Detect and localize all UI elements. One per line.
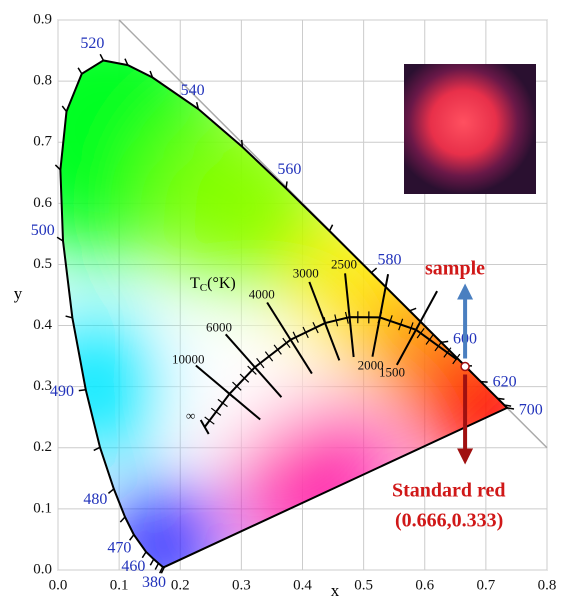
- wavelength-label: 700: [519, 402, 543, 419]
- planck-title: TC(°K): [190, 275, 236, 294]
- wavelength-label: 380: [142, 574, 166, 591]
- locus-tick: [79, 390, 86, 391]
- x-tick-label: 0.5: [354, 577, 373, 593]
- annotation: (0.666,0.333): [395, 510, 503, 532]
- sample-label: sample: [425, 258, 485, 280]
- wavelength-label: 540: [181, 82, 205, 99]
- x-tick-label: 0.1: [110, 577, 129, 593]
- isotherm-label: 4000: [249, 287, 275, 302]
- y-tick-label: 0.9: [33, 11, 52, 27]
- isotherm-label: 6000: [206, 319, 232, 334]
- wavelength-label: 460: [121, 558, 145, 575]
- y-tick-label: 0.6: [33, 195, 52, 211]
- isotherm-label: 10000: [172, 351, 205, 366]
- isotherm-label: 2500: [331, 256, 357, 271]
- x-tick-label: 0.7: [477, 577, 496, 593]
- x-tick-label: 0.2: [171, 577, 190, 593]
- x-tick-label: 0.3: [232, 577, 251, 593]
- sample-photo: [404, 64, 536, 194]
- wavelength-label: 620: [493, 374, 517, 391]
- x-tick-label: 0.0: [49, 577, 68, 593]
- y-tick-label: 0.8: [33, 73, 52, 89]
- wavelength-label: 470: [107, 540, 131, 557]
- x-tick-label: 0.6: [415, 577, 434, 593]
- wavelength-label: 580: [378, 252, 402, 269]
- y-tick-label: 0.1: [33, 500, 52, 516]
- locus-tick: [242, 140, 243, 147]
- page: {"chart_data": {"type": "chromaticity", …: [0, 0, 567, 601]
- y-tick-label: 0.4: [33, 317, 52, 333]
- x-axis-label: x: [331, 581, 340, 600]
- chart: 0.00.10.20.30.40.50.60.70.80.00.10.20.30…: [0, 0, 567, 601]
- wavelength-label: 500: [31, 222, 55, 239]
- wavelength-label: 490: [50, 383, 74, 400]
- isotherm-label: 1500: [379, 365, 405, 380]
- annotation: Standard red: [392, 480, 506, 502]
- locus-tick: [497, 398, 504, 399]
- sample-point: [461, 363, 469, 371]
- isotherm-label: 3000: [293, 265, 319, 280]
- y-tick-label: 0.0: [33, 561, 52, 577]
- y-tick-label: 0.5: [33, 256, 52, 272]
- x-tick-label: 0.8: [538, 577, 557, 593]
- x-tick-label: 0.4: [293, 577, 312, 593]
- wavelength-label: 480: [83, 491, 107, 508]
- wavelength-label: 520: [80, 35, 104, 52]
- locus-tick: [286, 181, 287, 188]
- y-axis-label: y: [14, 284, 23, 303]
- wavelength-label: 560: [277, 161, 301, 178]
- isotherm-label: ∞: [186, 408, 195, 423]
- y-tick-label: 0.2: [33, 439, 52, 455]
- y-tick-label: 0.7: [33, 134, 52, 150]
